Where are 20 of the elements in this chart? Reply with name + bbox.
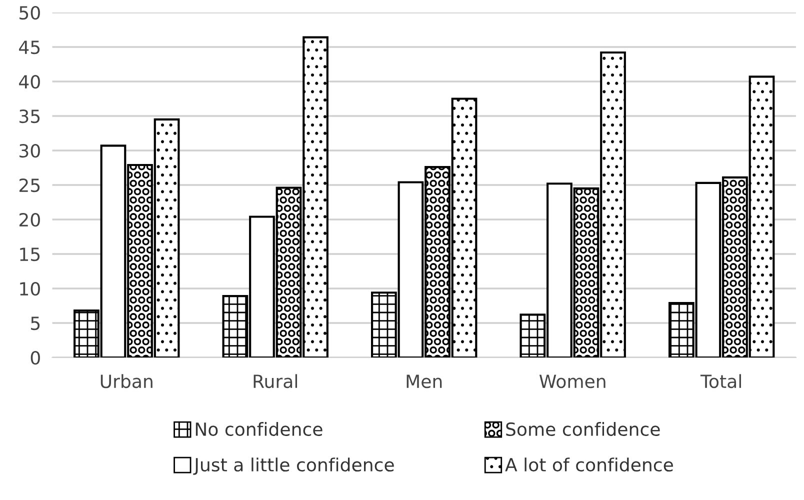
x-tick-label: Men (406, 374, 442, 388)
x-tick-label: Urban (100, 374, 152, 388)
y-tick-label: 35 (20, 109, 40, 124)
legend-label: A lot of confidence (505, 458, 673, 472)
y-tick-label: 30 (20, 144, 40, 158)
legend-label: Some confidence (506, 422, 660, 436)
y-tick-label: 10 (20, 282, 40, 296)
x-tick-label: Rural (254, 374, 298, 388)
legend-label: Just a little confidence (193, 458, 394, 475)
y-tick-label: 40 (19, 74, 40, 89)
legend-label: No confidence (196, 422, 322, 436)
y-tick-label: 15 (20, 248, 40, 262)
y-tick-label: 5 (31, 316, 40, 330)
x-tick-label: Total (700, 374, 741, 388)
x-tick-label: Women (539, 374, 606, 388)
y-tick-label: 20 (19, 212, 40, 227)
y-tick-label: 45 (19, 40, 40, 54)
y-tick-label: 25 (19, 178, 40, 192)
y-tick-label: 0 (30, 350, 40, 365)
y-tick-label: 50 (20, 6, 40, 20)
